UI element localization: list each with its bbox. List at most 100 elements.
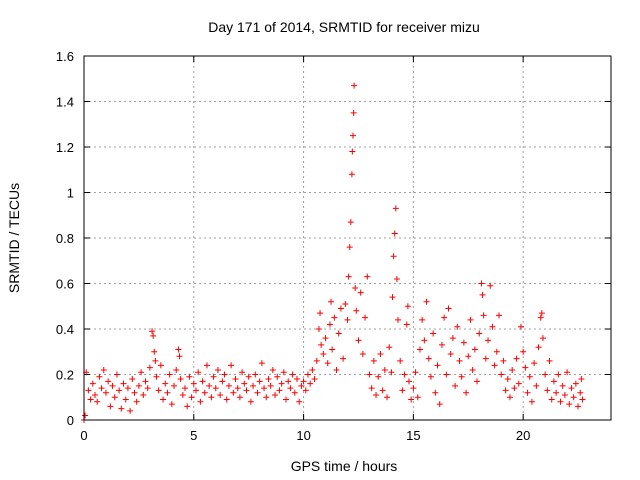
data-point (195, 369, 202, 376)
data-point (300, 378, 307, 385)
data-point (113, 371, 120, 378)
data-point (155, 387, 162, 394)
data-point (254, 389, 261, 396)
data-point (436, 401, 443, 408)
data-point (559, 382, 566, 389)
data-point (109, 382, 116, 389)
data-point (342, 300, 349, 307)
data-point (190, 380, 197, 387)
y-tick-label: 1 (67, 186, 74, 201)
data-point (443, 371, 450, 378)
data-point (122, 396, 129, 403)
y-tick-label: 1.6 (56, 49, 74, 64)
data-point (287, 385, 294, 392)
data-point (157, 362, 164, 369)
y-axis-label: SRMTID / TECUs (6, 183, 22, 293)
data-point (362, 314, 369, 321)
data-point (465, 353, 472, 360)
data-point (149, 328, 156, 335)
data-point (564, 369, 571, 376)
data-point (258, 360, 265, 367)
data-point (152, 357, 159, 364)
y-tick-label: 0.8 (56, 231, 74, 246)
data-point (353, 307, 360, 314)
data-point (489, 323, 496, 330)
data-point (142, 378, 149, 385)
data-point (230, 389, 237, 396)
data-point (542, 371, 549, 378)
data-point (150, 332, 157, 339)
data-point (544, 387, 551, 394)
data-point (568, 385, 575, 392)
data-point (533, 382, 540, 389)
data-point (265, 376, 272, 383)
data-point (82, 412, 89, 419)
data-point (166, 371, 173, 378)
data-point (177, 376, 184, 383)
data-point (405, 378, 412, 385)
data-point (579, 396, 586, 403)
data-point (485, 337, 492, 344)
data-point (285, 378, 292, 385)
data-point (239, 369, 246, 376)
data-point (557, 398, 564, 405)
data-point (331, 314, 338, 321)
data-point (421, 337, 428, 344)
data-point (524, 389, 531, 396)
x-tick-label: 5 (190, 428, 197, 443)
data-point (272, 391, 279, 398)
data-point (509, 366, 516, 373)
data-point (445, 305, 452, 312)
data-point (404, 303, 411, 310)
data-point (441, 314, 448, 321)
data-point (368, 385, 375, 392)
data-point (107, 403, 114, 410)
data-point (274, 373, 281, 380)
data-point (412, 369, 419, 376)
data-point (502, 387, 509, 394)
data-point (252, 371, 259, 378)
data-point (449, 335, 456, 342)
x-tick-label: 0 (80, 428, 87, 443)
data-point (474, 378, 481, 385)
data-point (517, 323, 524, 330)
data-point (460, 339, 467, 346)
data-point (375, 373, 382, 380)
data-point (329, 346, 336, 353)
data-point (351, 82, 358, 89)
data-point (416, 346, 423, 353)
data-point (478, 280, 485, 287)
data-point (467, 316, 474, 323)
data-point (386, 344, 393, 351)
data-point (96, 373, 103, 380)
data-point (135, 382, 142, 389)
data-point (480, 312, 487, 319)
data-point (458, 373, 465, 380)
data-point (144, 385, 151, 392)
data-point (250, 382, 257, 389)
data-point (399, 387, 406, 394)
data-point (348, 171, 355, 178)
data-point (408, 396, 415, 403)
data-point (340, 355, 347, 362)
y-tick-label: 1.4 (56, 95, 74, 110)
data-point (476, 330, 483, 337)
data-point (379, 387, 386, 394)
data-point (373, 391, 380, 398)
data-point (160, 396, 167, 403)
y-tick-label: 0.2 (56, 368, 74, 383)
data-point (241, 380, 248, 387)
grid (84, 56, 611, 420)
data-point (228, 362, 235, 369)
data-point (296, 398, 303, 405)
data-point (419, 316, 426, 323)
data-point (318, 341, 325, 348)
data-point (219, 378, 226, 385)
data-point (267, 382, 274, 389)
data-point (370, 357, 377, 364)
data-point (526, 373, 533, 380)
data-point (500, 357, 507, 364)
data-point (384, 394, 391, 401)
data-point (463, 389, 470, 396)
axis-ticks: 0 5 10 15 20 0 0.2 0.4 0.6 0.8 1 1.2 1.4 1.6 (56, 49, 611, 443)
